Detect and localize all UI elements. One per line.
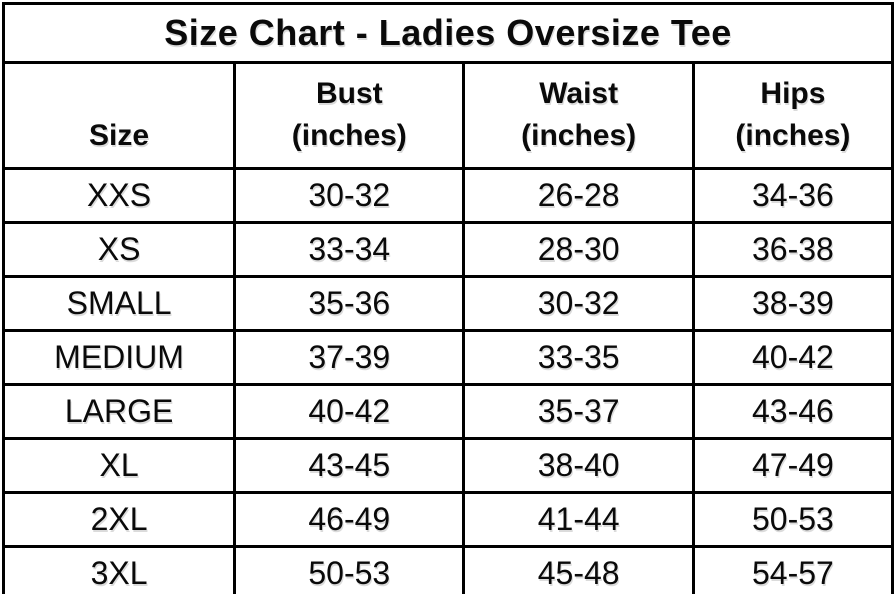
column-header-label: Hips: [760, 76, 826, 110]
chart-title: Size Chart - Ladies Oversize Tee: [2, 2, 894, 64]
size-cell: XL: [1, 437, 237, 494]
column-header-unit: (inches): [735, 119, 851, 153]
size-cell: XS: [1, 221, 237, 278]
waist-cell: 26-28: [462, 167, 695, 224]
size-cell: 2XL: [1, 491, 237, 548]
table-row-2xl: 2XL 46-49 41-44 50-53: [1, 491, 895, 548]
waist-cell: 28-30: [462, 221, 695, 278]
column-header-unit: (inches): [291, 119, 407, 153]
hips-cell: 38-39: [691, 275, 895, 332]
hips-cell: 40-42: [691, 329, 895, 386]
column-header-unit: (inches): [521, 119, 637, 153]
hips-cell: 43-46: [691, 383, 895, 440]
waist-cell: 38-40: [462, 437, 695, 494]
table-header-row: Size Bust (inches) Waist (inches) Hips (…: [1, 61, 895, 170]
bust-cell: 35-36: [233, 275, 466, 332]
table-row-xl: XL 43-45 38-40 47-49: [1, 437, 895, 494]
table-row-3xl: 3XL 50-53 45-48 54-57: [1, 545, 895, 594]
waist-cell: 45-48: [462, 545, 695, 594]
column-header-size: Size: [1, 61, 237, 170]
hips-cell: 47-49: [691, 437, 895, 494]
size-cell: 3XL: [1, 545, 237, 594]
bust-cell: 30-32: [233, 167, 466, 224]
size-cell: LARGE: [1, 383, 237, 440]
column-header-waist: Waist (inches): [462, 61, 695, 170]
size-cell: XXS: [1, 167, 237, 224]
column-header-bust: Bust (inches): [233, 61, 466, 170]
hips-cell: 36-38: [691, 221, 895, 278]
table-row-medium: MEDIUM 37-39 33-35 40-42: [1, 329, 895, 386]
column-header-label: Size: [89, 119, 150, 153]
column-header-label: Waist: [539, 76, 619, 110]
waist-cell: 41-44: [462, 491, 695, 548]
table-row-large: LARGE 40-42 35-37 43-46: [1, 383, 895, 440]
bust-cell: 40-42: [233, 383, 466, 440]
bust-cell: 33-34: [233, 221, 466, 278]
waist-cell: 33-35: [462, 329, 695, 386]
hips-cell: 34-36: [691, 167, 895, 224]
bust-cell: 46-49: [233, 491, 466, 548]
table-row-xxs: XXS 30-32 26-28 34-36: [1, 167, 895, 224]
waist-cell: 30-32: [462, 275, 695, 332]
size-cell: SMALL: [1, 275, 237, 332]
hips-cell: 54-57: [691, 545, 895, 594]
bust-cell: 50-53: [233, 545, 466, 594]
table-row-small: SMALL 35-36 30-32 38-39: [1, 275, 895, 332]
table-row-xs: XS 33-34 28-30 36-38: [1, 221, 895, 278]
hips-cell: 50-53: [691, 491, 895, 548]
column-header-hips: Hips (inches): [691, 61, 895, 170]
bust-cell: 37-39: [233, 329, 466, 386]
waist-cell: 35-37: [462, 383, 695, 440]
column-header-label: Bust: [315, 76, 383, 110]
size-cell: MEDIUM: [1, 329, 237, 386]
title-row: Size Chart - Ladies Oversize Tee: [2, 2, 894, 64]
bust-cell: 43-45: [233, 437, 466, 494]
